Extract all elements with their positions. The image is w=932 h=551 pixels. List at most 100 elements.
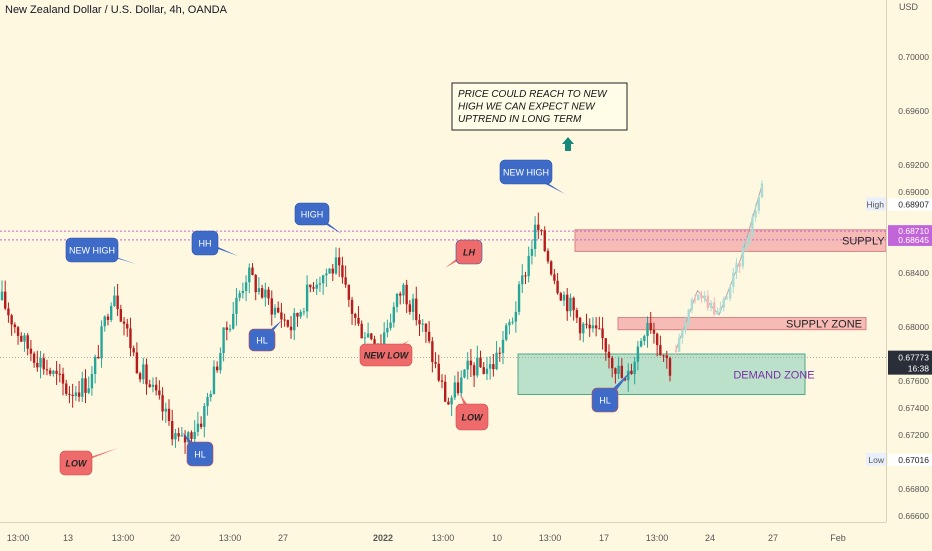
- projection-candle-body: [709, 302, 713, 308]
- time-tick-label: 2022: [373, 533, 393, 543]
- low-price-label: 0.67016: [898, 455, 929, 465]
- candle-body: [472, 365, 476, 376]
- price-tick-label: 0.66600: [898, 511, 929, 521]
- candle-body: [498, 352, 501, 354]
- projection-line: [675, 185, 763, 351]
- callout-new-low: NEW LOW: [359, 340, 413, 367]
- time-axis[interactable]: 13:00 13 13:00 20 13:00 27 2022 13:00 10 13:00 17 1…: [0, 522, 886, 551]
- candle-body: [219, 353, 222, 371]
- projection-candle-body: [751, 217, 754, 236]
- callout-text: LH: [463, 248, 475, 258]
- callout-box: [455, 403, 489, 431]
- candle-body: [559, 293, 563, 301]
- candle-body: [360, 323, 363, 339]
- projection-candle-body: [706, 295, 710, 308]
- candle-body: [167, 408, 171, 422]
- candle-body: [424, 323, 428, 332]
- time-tick-label: 13:00: [112, 533, 135, 543]
- candle-body: [180, 435, 184, 437]
- candle-body: [443, 381, 447, 402]
- candle-body: [627, 370, 630, 381]
- candle-body: [52, 370, 55, 374]
- projection-candle-body: [690, 299, 694, 310]
- price-tick-label: 0.68400: [898, 268, 929, 278]
- candle-body: [334, 257, 338, 274]
- candle-body: [289, 326, 293, 331]
- candle-body: [607, 351, 611, 358]
- plot-svg: SUPPLY ZONE DEMAND ZONE SUPPLY ZO NEW HIGH H…: [0, 82, 886, 476]
- chart-title: New Zealand Dollar / U.S. Dollar, 4h, OA…: [5, 4, 227, 16]
- callout-text: HH: [199, 239, 212, 249]
- candle-body: [273, 307, 277, 315]
- candle-body: [460, 377, 463, 394]
- candle-body: [511, 321, 514, 323]
- candle-body: [591, 325, 595, 329]
- candle-body: [488, 364, 492, 369]
- price-axis[interactable]: 0.70000 0.69600 0.69200 0.69000 0.68400 0.680…: [886, 0, 932, 522]
- projection-candle-body: [684, 322, 687, 330]
- note-box: PRICE COULD REACH TO NEW HIGH WE CAN EXPE…: [451, 82, 628, 131]
- projection-candle-body: [722, 298, 725, 308]
- countdown-label: 16:38: [908, 364, 930, 374]
- candle-body: [113, 295, 116, 307]
- candle-body: [193, 431, 196, 439]
- supply-bottom-price-bg: [888, 233, 932, 246]
- time-tick-label: 13:00: [219, 533, 242, 543]
- note-line-1: PRICE COULD REACH TO NEW: [458, 89, 608, 100]
- callout-hl: HL: [182, 432, 214, 467]
- candle-body: [321, 275, 325, 284]
- candle-body: [668, 358, 672, 376]
- projection-candle-body: [735, 263, 738, 273]
- candle-body: [350, 299, 354, 314]
- projection-candle-body: [728, 286, 732, 299]
- price-tick-label: 0.69200: [898, 160, 929, 170]
- projection-candle-body: [674, 349, 678, 352]
- candle-body: [138, 373, 142, 380]
- candle-body: [546, 250, 550, 262]
- callout-box: [359, 343, 413, 367]
- candle-body: [129, 328, 132, 349]
- candle-body: [598, 328, 601, 330]
- candle-body: [148, 384, 151, 387]
- candle-body: [235, 297, 238, 314]
- candle-body: [20, 335, 23, 342]
- candle-body: [610, 357, 614, 369]
- candle-body: [594, 325, 598, 329]
- candle-body: [399, 293, 402, 296]
- candle-body: [405, 284, 408, 305]
- candle-body: [280, 312, 283, 320]
- candle-body: [476, 357, 479, 376]
- candle-body: [569, 297, 572, 312]
- price-tick-label: 0.68000: [898, 322, 929, 332]
- candle-body: [411, 298, 415, 312]
- candle-body: [161, 395, 164, 412]
- candle-body: [126, 323, 129, 329]
- candle-body: [48, 370, 52, 374]
- candle-body: [97, 356, 100, 359]
- price-tick-label: 0.67600: [898, 376, 929, 386]
- time-tick-label: 13:00: [432, 533, 455, 543]
- candle-body: [604, 338, 607, 352]
- candle-body: [270, 298, 273, 315]
- candle-body: [514, 311, 518, 322]
- candle-body: [222, 327, 225, 354]
- candle-body: [370, 333, 373, 340]
- time-tick-label: 17: [599, 533, 609, 543]
- candle-body: [524, 275, 527, 277]
- plot-area[interactable]: SUPPLY ZONE DEMAND ZONE SUPPLY ZO NEW HIGH H…: [0, 0, 886, 522]
- candle-body: [71, 394, 74, 397]
- currency-label[interactable]: USD: [899, 2, 919, 12]
- projection-candle-body: [757, 197, 761, 211]
- time-tick-label: 27: [768, 533, 778, 543]
- projection-candle-body: [713, 302, 716, 315]
- candle-body: [119, 309, 123, 322]
- candle-body: [251, 267, 254, 275]
- candle-body: [7, 308, 10, 316]
- candle-body: [357, 317, 360, 324]
- candle-body: [328, 268, 331, 274]
- candle-body: [338, 257, 341, 266]
- candle-body: [187, 432, 190, 443]
- candle-body: [572, 297, 575, 311]
- callout-box: [591, 387, 619, 413]
